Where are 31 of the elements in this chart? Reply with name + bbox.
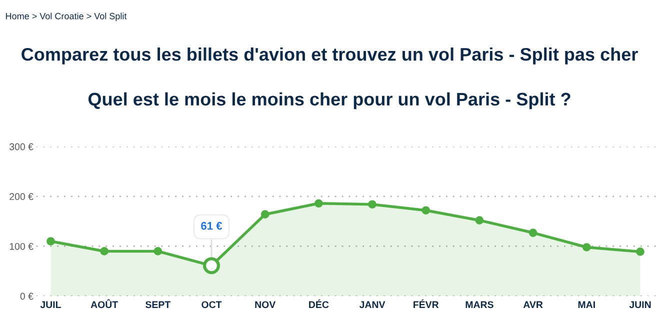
text: Home > Vol Croatie > Vol Split [6,12,127,22]
point [46,237,55,246]
x-tick-label: OCT [202,301,222,308]
point [100,247,108,256]
point [475,216,484,224]
chart-subtitle: Quel est le mois le moins cher pour un vol Paris - Split ? [88,92,570,110]
y-tick-label: 100 € [10,242,34,250]
x-tick-label: MAI [578,301,595,308]
x-tick-label: SEPT [145,301,170,308]
point [528,228,538,237]
x-tick-label: DÉC [309,299,329,308]
y-tick-label: 300 € [10,143,34,150]
x-tick-label: AVR [523,301,543,308]
y-tick-label: 200 € [10,193,34,200]
point [368,200,376,209]
point [636,248,644,256]
point [314,199,323,208]
x-tick-label: JUIL [40,301,61,308]
x-tick-label: NOV [255,301,276,308]
x-tick-label: JANV [359,301,386,308]
y-tick-label: 0 € [20,292,34,300]
x-tick-label: JUIN [629,301,651,308]
annotation: 61 € [201,222,222,230]
point [260,210,270,219]
point [582,243,591,252]
x-tick-label: FÉVR [414,299,439,308]
x-tick-label: AOÛT [90,299,118,308]
x-tick-label: MARS [466,301,494,308]
point [154,247,162,256]
chart-title: Comparez tous les billets d'avion et trouvez un vol Paris - Split pas cher [22,47,638,64]
point [422,206,430,215]
